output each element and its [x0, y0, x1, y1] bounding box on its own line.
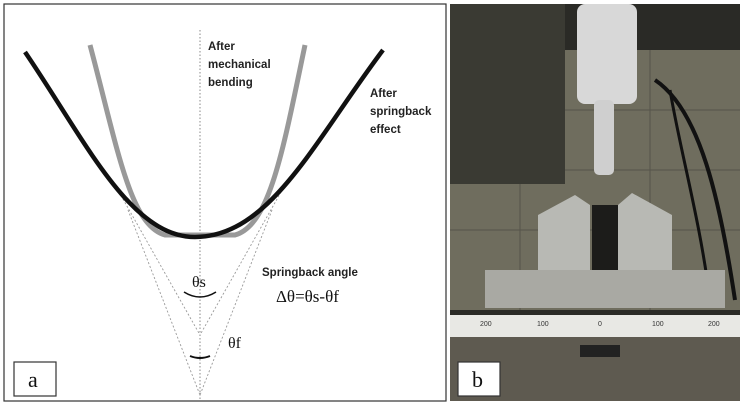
- annotation: After: [370, 88, 397, 100]
- label-box: [457, 361, 501, 397]
- ruler-label: 200: [480, 321, 492, 328]
- theta-s-arc: [183, 291, 217, 298]
- theta-f: θf: [228, 335, 242, 352]
- ruler-label: 100: [537, 321, 549, 328]
- ruler-label: 100: [652, 321, 664, 328]
- ruler-label: 200: [708, 321, 720, 328]
- panel-a-frame: [3, 3, 447, 402]
- formula: Δθ=θs-θf: [276, 287, 339, 306]
- theta-s: θs: [192, 274, 206, 291]
- label-box: [13, 361, 57, 397]
- panel-label: b: [472, 367, 483, 392]
- annotation: effect: [370, 124, 401, 136]
- tangent-lines: [114, 184, 286, 396]
- annotation: mechanical: [208, 59, 271, 71]
- photo: [450, 4, 740, 401]
- theta-f-arc: [189, 355, 211, 359]
- annotation: bending: [208, 77, 253, 89]
- annotation: springback: [370, 106, 432, 118]
- annotation: After: [208, 41, 235, 53]
- springback-curve: [23, 48, 385, 240]
- panel-label: a: [28, 367, 38, 392]
- ruler-label: 0: [598, 321, 602, 328]
- annotation: Springback angle: [262, 267, 358, 279]
